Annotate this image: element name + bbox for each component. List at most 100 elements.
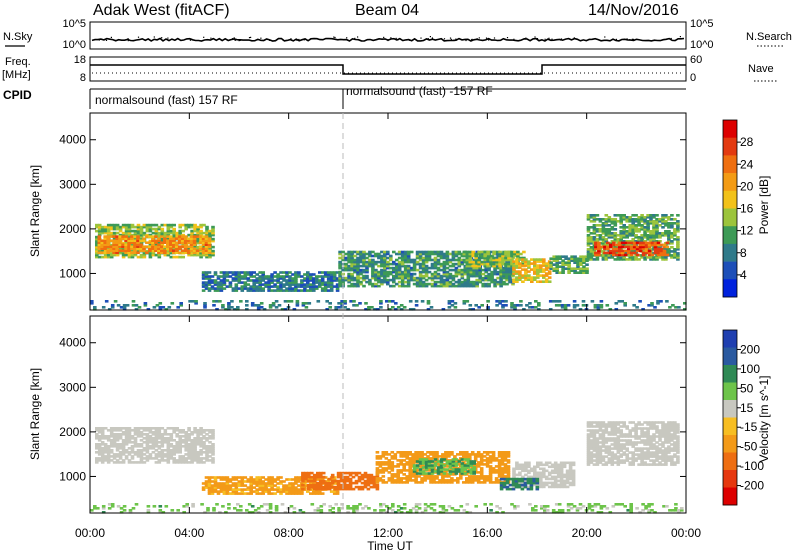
power-cell: [130, 255, 135, 259]
power-cell: [267, 281, 271, 284]
power-cell: [508, 270, 512, 274]
vel-cell: [97, 451, 102, 454]
power-cell: [551, 300, 556, 303]
power-cell: [665, 300, 669, 303]
power-cell: [267, 279, 271, 282]
power-cell: [270, 285, 274, 288]
power-cell: [154, 253, 159, 257]
vel-cell: [204, 486, 209, 489]
power-cell: [462, 254, 467, 258]
vel-cell: [427, 472, 432, 475]
vel-cell: [285, 490, 289, 493]
power-cell: [392, 278, 396, 282]
vel-cell: [279, 488, 283, 491]
vel-cell: [294, 482, 298, 485]
power-cell: [601, 236, 606, 239]
vel-cell: [103, 457, 108, 460]
power-cell: [664, 214, 668, 217]
vel-cell: [205, 449, 209, 452]
power-cell: [362, 258, 366, 262]
power-cell: [219, 287, 224, 290]
vel-cell: [109, 451, 114, 454]
vel-cell: [207, 476, 212, 479]
power-cell: [392, 262, 396, 266]
vel-cell: [357, 485, 362, 489]
vel-cell: [424, 462, 429, 465]
vel-cell: [432, 451, 436, 454]
noise-search-dot: [144, 39, 146, 41]
y-tick-label: 4000: [59, 133, 86, 147]
power-cell: [670, 214, 674, 217]
power-cell: [397, 260, 402, 264]
power-cell: [316, 300, 321, 303]
vel-cell: [472, 470, 476, 473]
power-cell: [619, 258, 623, 261]
power-cell: [637, 216, 641, 219]
vel-cell: [319, 487, 323, 491]
power-cell: [622, 230, 626, 233]
vel-cell: [127, 437, 132, 440]
vel-cell: [231, 482, 236, 485]
vel-cell: [488, 473, 493, 476]
vel-cell: [211, 437, 215, 440]
vel-cell: [399, 463, 403, 466]
noise-search-dot: [219, 38, 221, 40]
vel-cell: [199, 453, 203, 456]
power-cell: [430, 262, 435, 266]
power-cell: [607, 216, 612, 219]
power-cell: [323, 273, 328, 276]
power-cell: [359, 268, 363, 272]
power-cell: [445, 282, 450, 286]
power-cell: [300, 281, 304, 284]
power-cell: [166, 231, 171, 235]
power-cell: [356, 272, 360, 276]
vel-cell: [219, 488, 224, 491]
vel-cell: [261, 490, 265, 493]
power-cell: [445, 276, 450, 280]
vel-cell: [494, 459, 499, 462]
power-cell: [472, 282, 476, 286]
power-cell: [403, 272, 408, 276]
power-cell: [582, 259, 586, 262]
power-cell: [477, 262, 481, 266]
power-cell: [481, 272, 485, 276]
vel-cell: [276, 488, 280, 491]
power-cell: [579, 271, 583, 274]
vel-cell: [100, 441, 105, 444]
power-cell: [623, 302, 627, 305]
power-cell: [205, 253, 209, 257]
power-cell: [338, 260, 342, 264]
power-cell: [146, 308, 151, 311]
power-cell: [240, 271, 245, 274]
power-cell: [463, 272, 468, 276]
power-cell: [353, 284, 357, 288]
power-cell: [418, 266, 423, 270]
vel-cell: [202, 435, 206, 438]
power-cell: [457, 280, 462, 284]
vel-cell: [503, 465, 508, 468]
power-cell: [638, 300, 642, 303]
power-cell: [513, 306, 517, 309]
power-cell: [463, 284, 468, 288]
vel-cell: [118, 437, 123, 440]
power-cell: [662, 251, 667, 255]
power-cell: [231, 289, 236, 292]
power-cell: [222, 283, 227, 286]
power-cell: [492, 258, 496, 262]
power-cell: [618, 241, 622, 245]
power-cell: [340, 300, 344, 303]
vel-cell: [366, 479, 371, 483]
power-cell: [533, 278, 537, 281]
power-cell: [338, 266, 342, 270]
power-cell: [219, 275, 224, 278]
vel-cell: [408, 467, 412, 470]
vel-cell: [297, 484, 301, 487]
vel-cell: [497, 467, 502, 470]
vel-cell: [103, 427, 108, 430]
vel-cell: [408, 461, 412, 464]
power-cell: [118, 245, 122, 248]
power-cell: [502, 272, 506, 276]
vel-cell: [157, 431, 162, 434]
power-cell: [191, 300, 195, 303]
power-cell: [561, 267, 565, 270]
